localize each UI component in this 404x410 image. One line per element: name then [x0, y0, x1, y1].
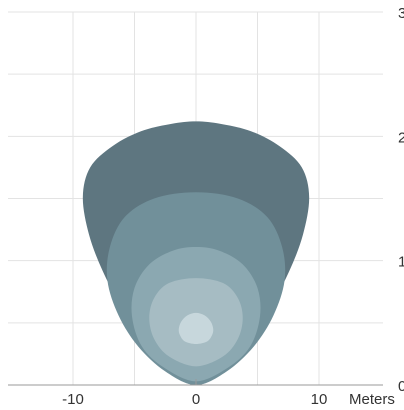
x-tick-label: -10	[62, 391, 84, 408]
plume-zone-5	[178, 312, 214, 344]
y-tick-label: 10	[398, 254, 404, 271]
tick-labels: -10 0 10 0 10 20 30	[62, 5, 404, 408]
y-tick-label: 20	[398, 129, 404, 146]
plume-zones	[82, 121, 310, 385]
x-tick-label: 0	[192, 391, 200, 408]
y-tick-label: 30	[398, 5, 404, 22]
y-tick-label: 0	[398, 378, 404, 395]
x-tick-label: 10	[311, 391, 328, 408]
axes	[8, 379, 383, 386]
x-axis-unit-label: Meters	[349, 391, 395, 408]
